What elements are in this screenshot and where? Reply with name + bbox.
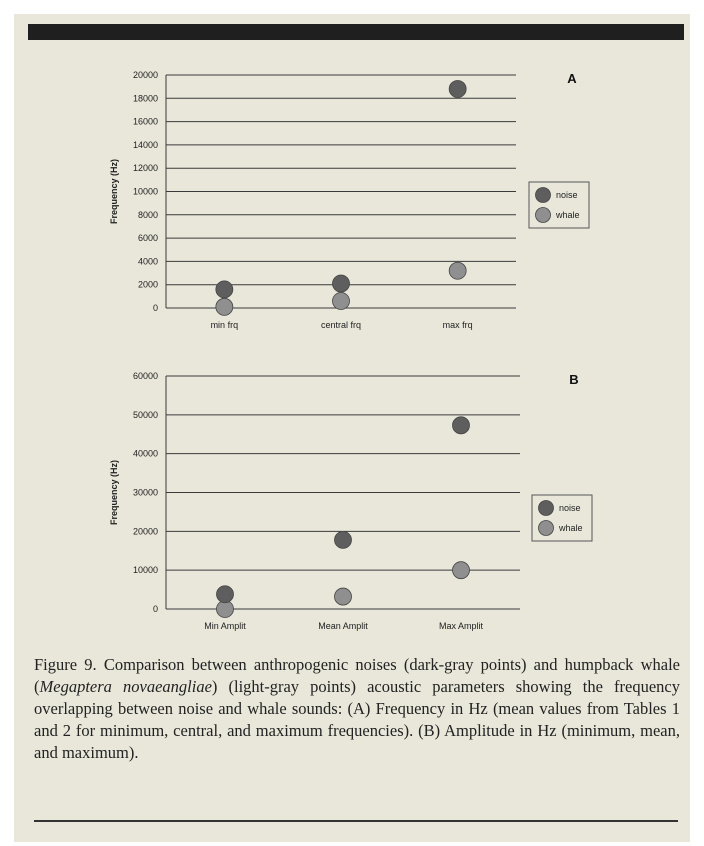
- legend-label: noise: [559, 503, 581, 513]
- data-point-noise: [332, 274, 350, 293]
- data-point-noise: [334, 530, 352, 549]
- y-axis-label: Frequency (Hz): [109, 159, 119, 224]
- caption-part2: ) (light-gray points) acoustic parameter…: [34, 677, 680, 762]
- figure-caption: Figure 9. Comparison between anthropogen…: [34, 654, 680, 764]
- y-tick-label: 10000: [133, 187, 158, 197]
- x-tick-label: Mean Amplit: [318, 621, 368, 631]
- y-tick-label: 6000: [138, 233, 158, 243]
- data-point-whale: [448, 261, 467, 280]
- y-tick-label: 20000: [133, 526, 158, 536]
- y-tick-label: 20000: [133, 70, 158, 80]
- data-point-noise: [216, 585, 234, 604]
- y-axis-label: Frequency (Hz): [109, 460, 119, 525]
- legend-box: [528, 181, 590, 229]
- y-tick-label: 12000: [133, 163, 158, 173]
- y-tick-label: 40000: [133, 449, 158, 459]
- panel-letter: A: [567, 71, 577, 86]
- x-tick-label: max frq: [443, 320, 473, 330]
- y-tick-label: 60000: [133, 371, 158, 381]
- y-tick-label: 30000: [133, 488, 158, 498]
- chart-b: 0 10000 20000 30000 40000 50000 60000 Frequency…: [109, 371, 593, 631]
- y-tick-label: 2000: [138, 280, 158, 290]
- data-point-noise: [215, 280, 234, 299]
- y-tick-label: 0: [153, 604, 158, 614]
- y-tick-label: 14000: [133, 140, 158, 150]
- x-tick-label: Min Amplit: [204, 621, 246, 631]
- data-point-noise: [452, 416, 470, 435]
- data-point-whale: [215, 297, 234, 316]
- top-bar: [28, 24, 684, 40]
- legend-swatch-noise: [535, 187, 551, 203]
- data-point-noise: [448, 80, 467, 98]
- legend-swatch-whale: [538, 520, 554, 536]
- legend-swatch-whale: [535, 207, 551, 223]
- figure-page: 0 2000 4000 6000 8000 10000 12000 14000 16000 180…: [14, 14, 690, 842]
- chart-a: 0 2000 4000 6000 8000 10000 12000 14000 16000 180…: [109, 70, 590, 330]
- data-point-whale: [334, 587, 352, 606]
- y-tick-label: 0: [153, 303, 158, 313]
- caption-species: Megaptera novaeangliae: [39, 677, 212, 696]
- caption-part1: Figure 9. Comparison between anthropogen…: [34, 655, 680, 696]
- y-tick-label: 50000: [133, 410, 158, 420]
- bottom-rule: [34, 820, 678, 822]
- y-tick-label: 4000: [138, 256, 158, 266]
- legend-label: whale: [555, 210, 580, 220]
- legend-label: whale: [558, 523, 583, 533]
- x-tick-label: min frq: [211, 320, 239, 330]
- y-tick-label: 18000: [133, 93, 158, 103]
- legend-label: noise: [556, 190, 578, 200]
- panel-letter: B: [569, 372, 578, 387]
- data-point-whale: [452, 561, 470, 580]
- x-tick-label: central frq: [321, 320, 361, 330]
- legend-box: [531, 494, 593, 542]
- x-tick-label: Max Amplit: [439, 621, 484, 631]
- y-tick-label: 10000: [133, 565, 158, 575]
- legend-swatch-noise: [538, 500, 554, 516]
- y-tick-label: 16000: [133, 117, 158, 127]
- y-tick-label: 8000: [138, 210, 158, 220]
- data-point-whale: [332, 292, 350, 310]
